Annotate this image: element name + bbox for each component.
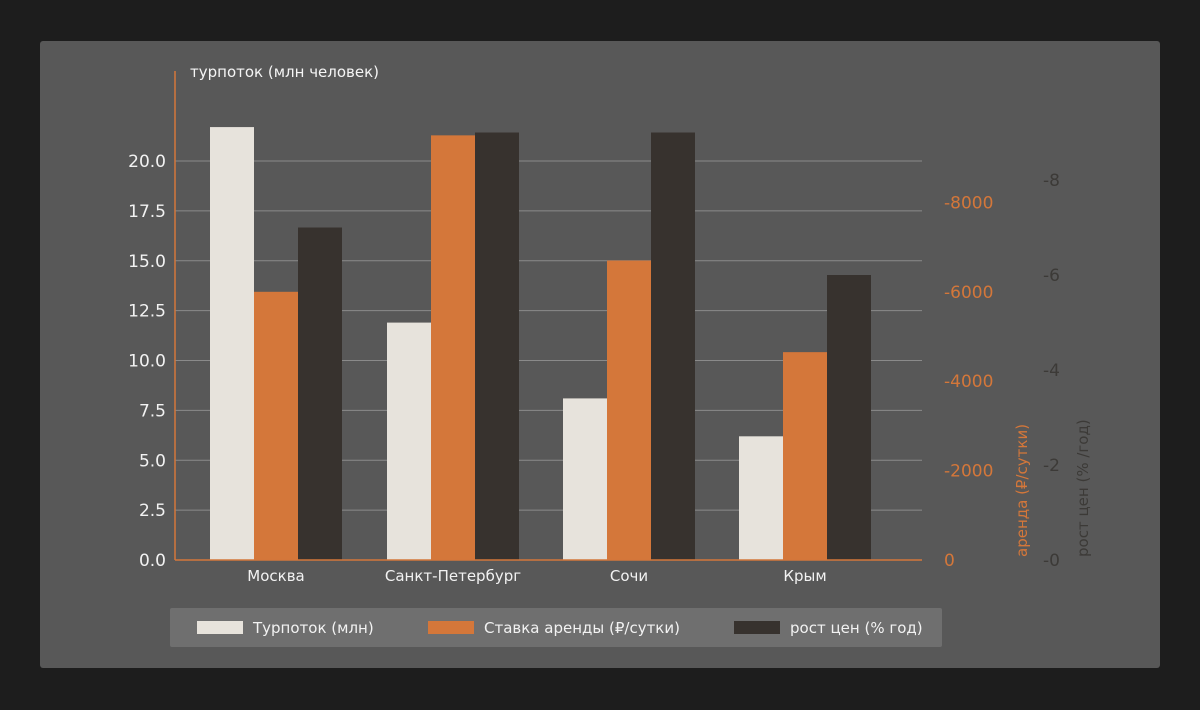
left-tick-label: 5.0 (139, 451, 166, 471)
left-tick-label: 17.5 (128, 202, 166, 222)
legend-swatch-rent (428, 621, 474, 634)
right-tick-label-rent: -6000 (944, 283, 993, 303)
bar (607, 260, 651, 560)
left-tick-label: 7.5 (139, 401, 166, 421)
axes (174, 71, 922, 561)
bar (210, 127, 254, 561)
legend-label-growth: рост цен (% год) (790, 618, 923, 637)
right-axis-title-growth: рост цен (% /год) (1074, 419, 1092, 557)
left-tick-label: 0.0 (139, 551, 166, 571)
right-tick-label-rent: -2000 (944, 462, 993, 482)
category-label: Москва (247, 567, 304, 585)
left-tick-label: 12.5 (128, 302, 166, 322)
legend-swatch-tourists (197, 621, 243, 634)
legend: Турпоток (млн) Ставка аренды (₽/сутки) р… (170, 608, 942, 647)
right-tick-label-growth: -4 (1043, 361, 1060, 381)
left-tick-label: 2.5 (139, 501, 166, 521)
right-axis-title-rent: аренда (₽/сутки) (1013, 424, 1031, 557)
right-tick-label-rent: -4000 (944, 372, 993, 392)
left-tick-label: 20.0 (128, 152, 166, 172)
legend-swatch-growth (734, 621, 780, 634)
legend-label-tourists: Турпоток (млн) (253, 618, 374, 637)
category-label: Крым (783, 567, 826, 585)
bar (563, 398, 607, 560)
bar (298, 227, 342, 560)
category-label: Сочи (610, 567, 648, 585)
left-tick-label: 15.0 (128, 252, 166, 272)
left-tick-label: 10.0 (128, 352, 166, 372)
bar (783, 352, 827, 560)
legend-item-tourists: Турпоток (млн) (197, 608, 374, 647)
legend-item-rent: Ставка аренды (₽/сутки) (428, 608, 680, 647)
bar (431, 135, 475, 560)
bar (475, 132, 519, 560)
category-labels: Москва Санкт-Петербург Сочи Крым (247, 567, 826, 585)
bar (387, 322, 431, 560)
bar (827, 275, 871, 560)
bar (651, 132, 695, 560)
legend-label-rent: Ставка аренды (₽/сутки) (484, 618, 680, 637)
tick-labels: 0.0 2.5 5.0 7.5 10.0 12.5 15.0 17.5 20.0 0 -2000 -4… (128, 152, 1060, 571)
legend-item-growth: рост цен (% год) (734, 608, 923, 647)
bars (210, 127, 871, 561)
right-tick-label-growth: -0 (1043, 551, 1060, 571)
right-tick-label-growth: -6 (1043, 266, 1060, 286)
right-tick-label-growth: -2 (1043, 456, 1060, 476)
right-tick-label-rent: -8000 (944, 193, 993, 213)
category-label: Санкт-Петербург (385, 567, 521, 585)
right-tick-label-growth: -8 (1043, 171, 1060, 191)
bar (739, 436, 783, 560)
bar (254, 291, 298, 560)
right-tick-label-rent: 0 (944, 551, 955, 571)
left-axis-title: турпоток (млн человек) (190, 63, 379, 81)
